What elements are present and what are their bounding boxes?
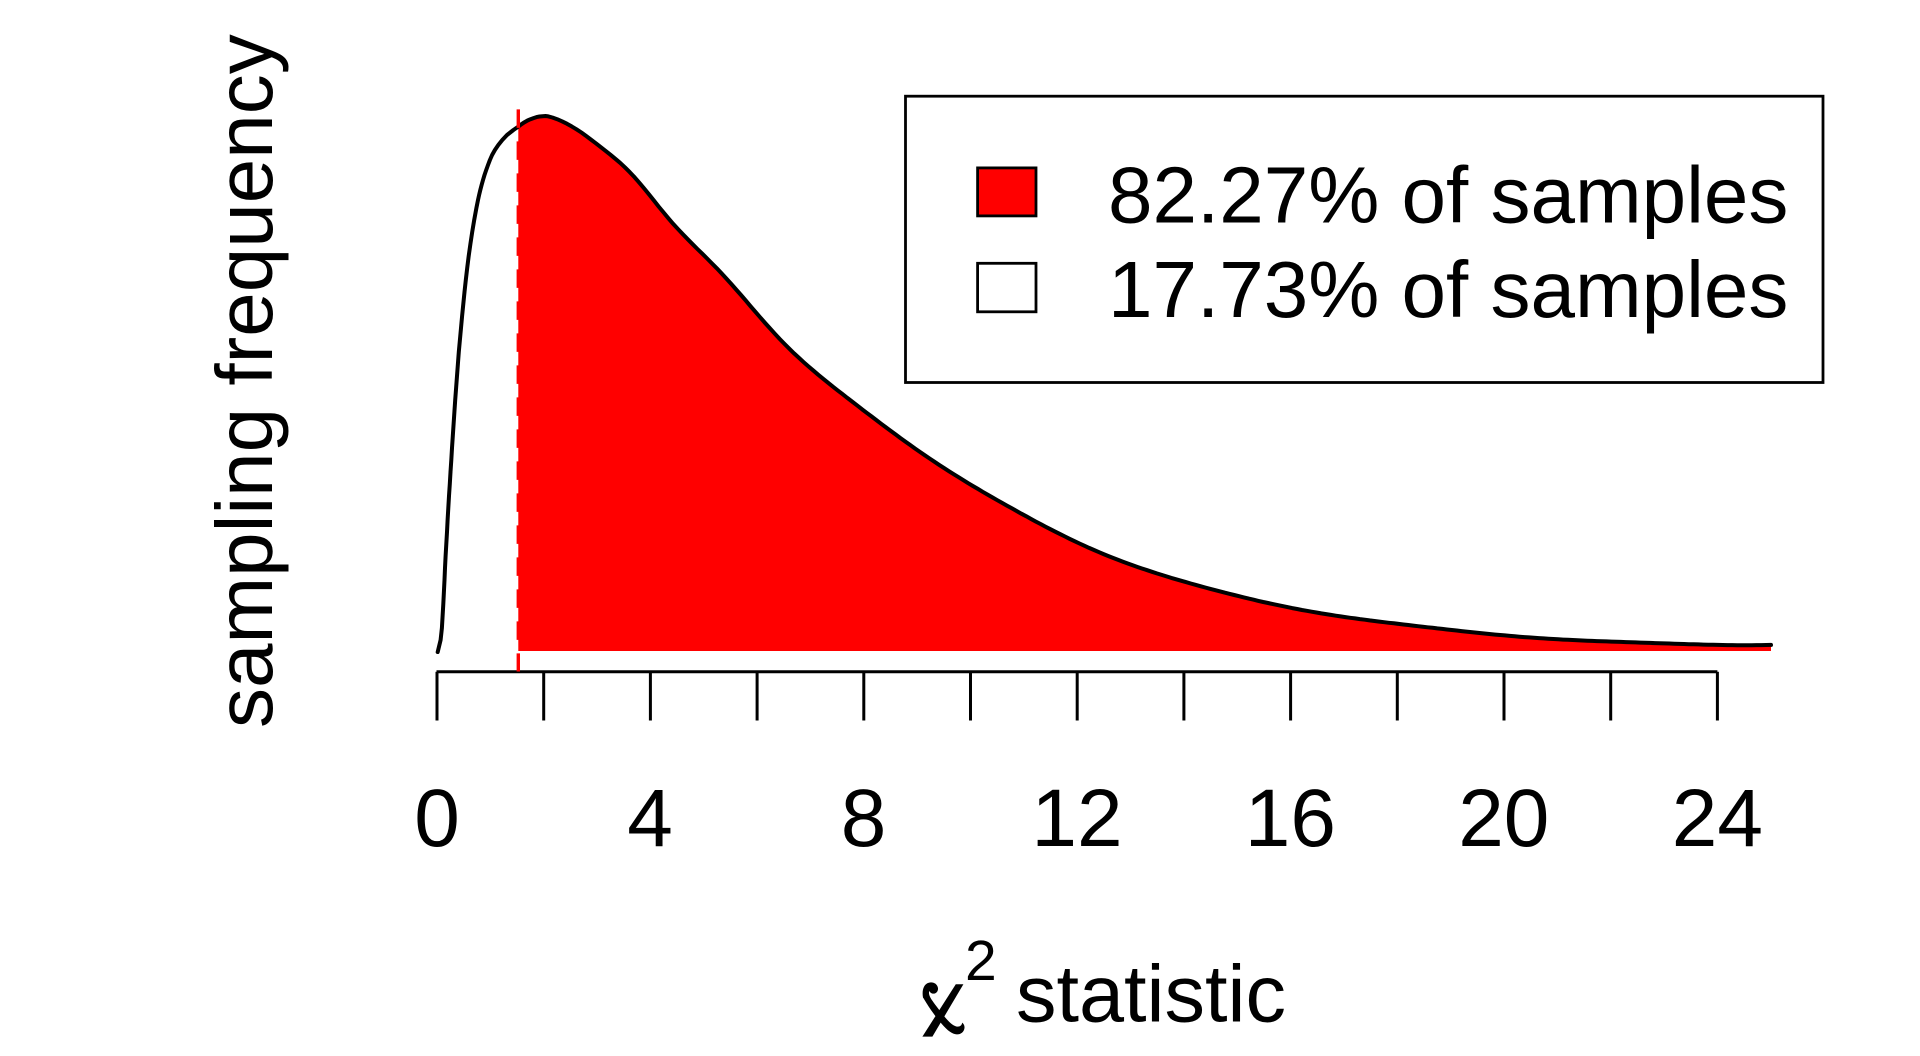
svg-text:24: 24	[1672, 773, 1763, 864]
svg-text:sampling frequency: sampling frequency	[200, 34, 289, 728]
svg-text:20: 20	[1458, 773, 1549, 864]
svg-text:2: 2	[965, 929, 997, 993]
svg-text:0: 0	[414, 773, 460, 864]
svg-text:17.73% of samples: 17.73% of samples	[1108, 245, 1788, 334]
svg-text:82.27% of samples: 82.27% of samples	[1108, 151, 1788, 240]
svg-text:8: 8	[841, 773, 887, 864]
svg-text:4: 4	[627, 773, 673, 864]
svg-text:16: 16	[1245, 773, 1336, 864]
svg-text:statistic: statistic	[1016, 950, 1286, 1040]
svg-text:12: 12	[1031, 773, 1122, 864]
